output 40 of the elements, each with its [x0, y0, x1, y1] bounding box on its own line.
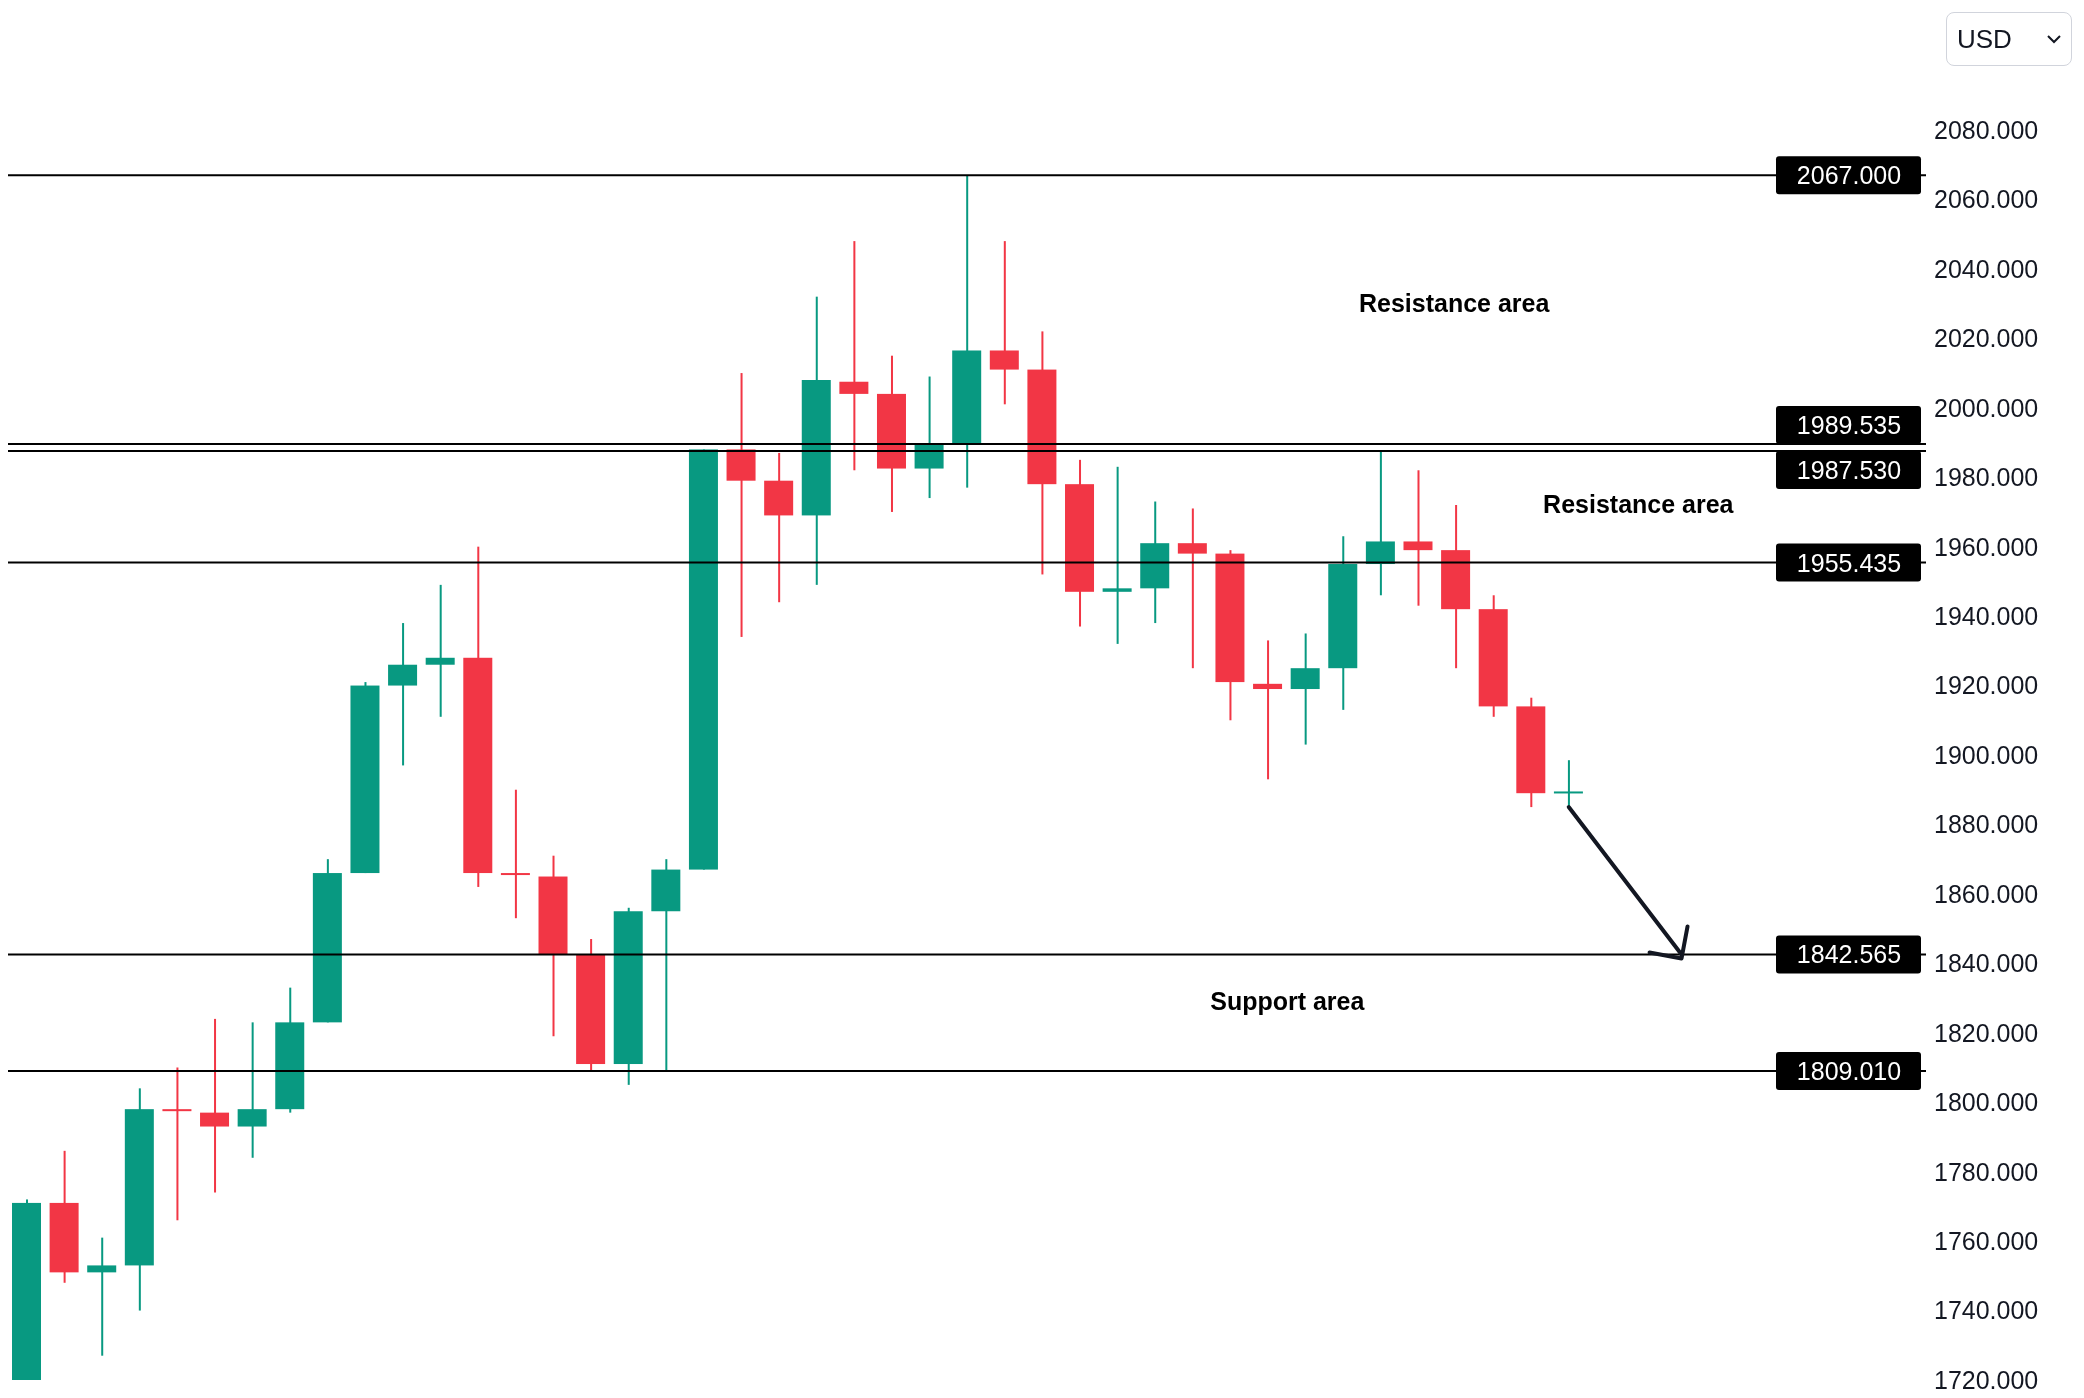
y-tick-label: 1920.000 [1934, 671, 2039, 700]
candlestick [1253, 640, 1283, 780]
candlestick [1102, 466, 1132, 644]
y-tick-label: 1760.000 [1934, 1226, 2039, 1255]
annotation: Resistance area [1543, 490, 1735, 518]
y-tick-label: 2060.000 [1934, 185, 2039, 214]
ref-line-label: 1987.530 [1796, 456, 1902, 485]
annotation: Support area [1210, 987, 1366, 1015]
y-tick-label: 1780.000 [1934, 1157, 2039, 1186]
ref-line-label: 1989.535 [1796, 411, 1902, 440]
ref-line-label: 1809.010 [1796, 1056, 1902, 1085]
y-tick-label: 1860.000 [1934, 879, 2039, 908]
candlestick [839, 241, 869, 471]
y-tick-label: 1820.000 [1934, 1018, 2039, 1047]
y-tick-label: 1980.000 [1934, 463, 2039, 492]
y-tick-label: 2040.000 [1934, 254, 2039, 283]
candlestick [425, 584, 455, 717]
candlestick [1553, 760, 1583, 808]
candlestick [200, 1018, 230, 1193]
ref-line-label: 1955.435 [1796, 548, 1902, 577]
candlestick [162, 1067, 192, 1221]
y-tick-label: 1740.000 [1934, 1296, 2039, 1325]
y-tick-label: 1720.000 [1934, 1365, 2039, 1394]
y-tick-label: 1880.000 [1934, 810, 2039, 839]
y-tick-label: 2080.000 [1934, 115, 2039, 144]
candlestick [87, 1237, 117, 1356]
annotation: Resistance area [1358, 289, 1551, 317]
candlestick [500, 789, 530, 919]
candlestick [1403, 470, 1433, 606]
y-tick-label: 1840.000 [1934, 949, 2039, 978]
y-tick-label: 1940.000 [1934, 601, 2039, 630]
y-tick-label: 1800.000 [1934, 1088, 2039, 1117]
candlestick [1177, 508, 1207, 669]
ref-line-label: 2067.000 [1796, 161, 1902, 190]
text: USD [1957, 23, 2012, 55]
y-tick-label: 1900.000 [1934, 740, 2039, 769]
y-tick-label: 2020.000 [1934, 324, 2039, 353]
y-tick-label: 1960.000 [1934, 532, 2039, 561]
y-tick-label: 2000.000 [1934, 393, 2039, 422]
ref-line-label: 1842.565 [1796, 940, 1902, 969]
